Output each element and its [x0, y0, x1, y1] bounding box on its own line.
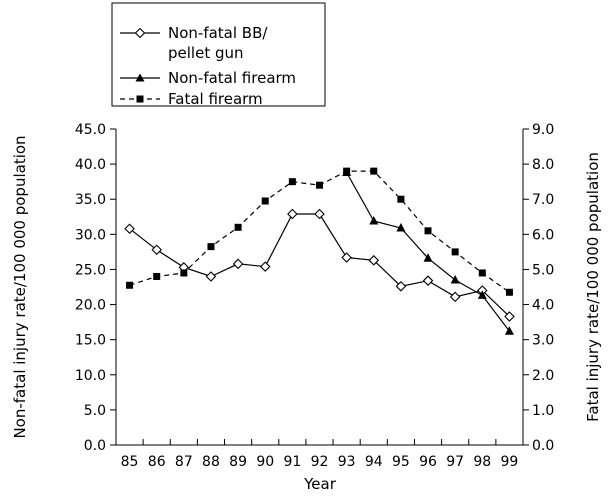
- series-point-fatal-firearm: [424, 227, 432, 235]
- x-tick-label: 86: [148, 454, 166, 470]
- series-point-fatal-firearm: [397, 195, 405, 203]
- x-tick-label: 89: [229, 454, 247, 470]
- series-point-fatal-firearm: [126, 281, 134, 289]
- series-point-nonfatal-firearm: [504, 326, 514, 335]
- x-tick-label: 92: [311, 454, 329, 470]
- series-point-bb: [314, 208, 325, 220]
- right-tick-label: 5.0: [532, 262, 554, 278]
- x-tick-label: 94: [365, 454, 383, 470]
- legend: Non-fatal BB/ pellet gun Non-fatal firea…: [111, 2, 326, 108]
- x-axis-title: Year: [303, 475, 337, 493]
- series-point-bb: [449, 291, 461, 303]
- right-tick-label: 0.0: [532, 438, 554, 454]
- left-tick-label: 5.0: [84, 403, 106, 419]
- series-point-nonfatal-firearm: [369, 215, 379, 225]
- legend-marker-bb: [134, 27, 146, 39]
- left-tick-label: 30.0: [75, 227, 106, 243]
- series-point-bb: [395, 281, 407, 292]
- series-point-bb: [259, 261, 271, 272]
- x-tick-label: 90: [256, 454, 274, 470]
- left-tick-label: 10.0: [75, 368, 106, 384]
- series-point-nonfatal-firearm: [423, 253, 433, 262]
- legend-label-bb-line2: pellet gun: [168, 44, 244, 62]
- x-tick-label: 99: [501, 454, 519, 470]
- left-tick-label: 45.0: [75, 122, 106, 138]
- right-tick-label: 1.0: [532, 403, 554, 419]
- series-point-fatal-firearm: [180, 269, 188, 277]
- series-point-fatal-firearm: [451, 248, 459, 256]
- series-point-bb: [341, 252, 352, 263]
- series-point-bb: [368, 255, 380, 266]
- series-point-fatal-firearm: [370, 167, 378, 175]
- series-point-bb: [422, 275, 434, 286]
- series-line-1: [346, 172, 510, 332]
- left-tick-label: 0.0: [84, 438, 106, 454]
- series-point-bb: [232, 258, 244, 270]
- left-tick-label: 40.0: [75, 157, 106, 173]
- series-point-fatal-firearm: [505, 288, 513, 296]
- left-tick-label: 35.0: [75, 192, 106, 208]
- y2-axis-title: Fatal injury rate/100 000 population: [584, 152, 602, 422]
- legend-marker-nonfatal-firearm: [135, 73, 145, 82]
- right-tick-label: 8.0: [532, 157, 554, 173]
- left-axis-ticks: 0.0 5.0 10.0 15.0 20.0 25.0 30.0 35.0 40.0 45.0: [75, 122, 116, 454]
- x-tick-label: 87: [175, 454, 193, 470]
- right-tick-label: 3.0: [532, 333, 554, 349]
- series-point-nonfatal-firearm: [477, 290, 487, 299]
- x-tick-label: 98: [473, 454, 491, 470]
- series-point-fatal-firearm: [478, 269, 486, 277]
- legend-label-bb-line1: Non-fatal BB/: [168, 24, 268, 42]
- x-tick-label: 97: [446, 454, 464, 470]
- legend-label-nonfatal-firearm: Non-fatal firearm: [168, 69, 296, 87]
- series-point-nonfatal-firearm: [396, 223, 406, 232]
- legend-label-fatal-firearm: Fatal firearm: [168, 90, 263, 108]
- series-point-fatal-firearm: [343, 167, 351, 175]
- x-tick-label: 85: [121, 454, 139, 470]
- x-axis-ticks: 85 86 87 88 89 90 91 92 93 94 95 96 97 98 99: [115, 439, 524, 470]
- series-point-bb: [205, 271, 217, 282]
- series-point-bb: [287, 208, 298, 220]
- legend-box: [111, 2, 326, 107]
- y-axis-title: Non-fatal injury rate/100 000 population: [11, 135, 29, 438]
- series-point-fatal-firearm: [153, 272, 161, 280]
- x-tick-label: 93: [338, 454, 356, 470]
- right-tick-label: 6.0: [532, 227, 554, 243]
- left-tick-label: 15.0: [75, 333, 106, 349]
- right-tick-label: 4.0: [532, 298, 554, 314]
- series-point-bb: [504, 311, 515, 322]
- right-tick-label: 2.0: [532, 368, 554, 384]
- left-tick-label: 20.0: [75, 298, 106, 314]
- series-point-fatal-firearm: [207, 243, 215, 251]
- x-tick-label: 96: [419, 454, 437, 470]
- legend-marker-fatal-firearm: [136, 95, 144, 103]
- series-point-bb: [151, 244, 162, 256]
- series-point-nonfatal-firearm: [450, 274, 460, 284]
- series-layer: [124, 167, 515, 335]
- x-tick-label: 95: [392, 454, 410, 470]
- x-tick-label: 88: [202, 454, 220, 470]
- series-point-fatal-firearm: [288, 178, 296, 186]
- right-axis-ticks: 0.0 1.0 2.0 3.0 4.0 5.0 6.0 7.0 8.0 9.0: [523, 122, 554, 454]
- series-point-fatal-firearm: [316, 181, 323, 189]
- series-point-fatal-firearm: [261, 197, 269, 205]
- right-tick-label: 7.0: [532, 192, 554, 208]
- x-tick-label: 91: [283, 454, 301, 470]
- left-tick-label: 25.0: [75, 262, 106, 278]
- series-point-bb: [124, 223, 135, 234]
- series-point-fatal-firearm: [234, 223, 242, 231]
- right-tick-label: 9.0: [532, 122, 554, 138]
